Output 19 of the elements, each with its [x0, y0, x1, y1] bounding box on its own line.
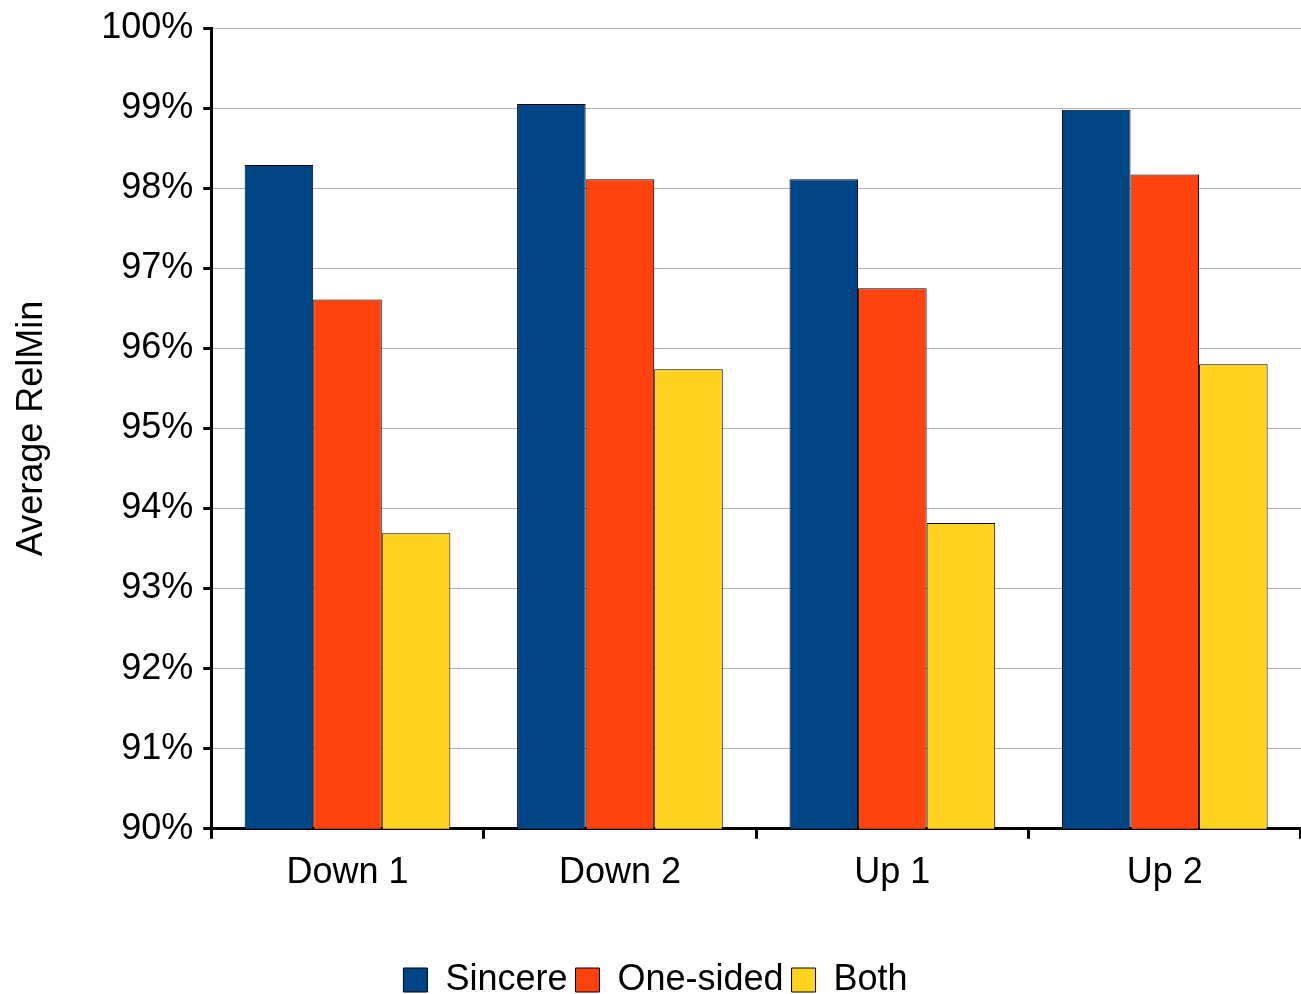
x-tick-label: Down 2 — [558, 850, 681, 892]
x-tick-label: Up 2 — [1126, 850, 1203, 892]
y-tick-label: 93% — [121, 565, 194, 607]
y-tick-label: 91% — [121, 725, 194, 767]
legend-label: Both — [833, 956, 908, 994]
y-axis-title: Average RelMin — [8, 300, 50, 557]
y-tick-label: 98% — [121, 165, 194, 207]
y-tick-label: 99% — [121, 85, 194, 126]
y-tick-label: 92% — [121, 645, 194, 687]
y-tick-label: 100% — [101, 4, 194, 46]
y-tick-label: 95% — [121, 405, 194, 447]
y-tick-label: 90% — [121, 805, 194, 847]
y-tick-label: 97% — [121, 245, 194, 287]
y-tick-label: 96% — [121, 325, 194, 367]
x-tick-label: Up 1 — [854, 850, 931, 892]
y-tick-label: 94% — [121, 485, 194, 527]
legend-label: Sincere — [445, 956, 568, 994]
x-tick-label: Down 1 — [286, 850, 409, 892]
legend-label: One-sided — [617, 956, 784, 994]
